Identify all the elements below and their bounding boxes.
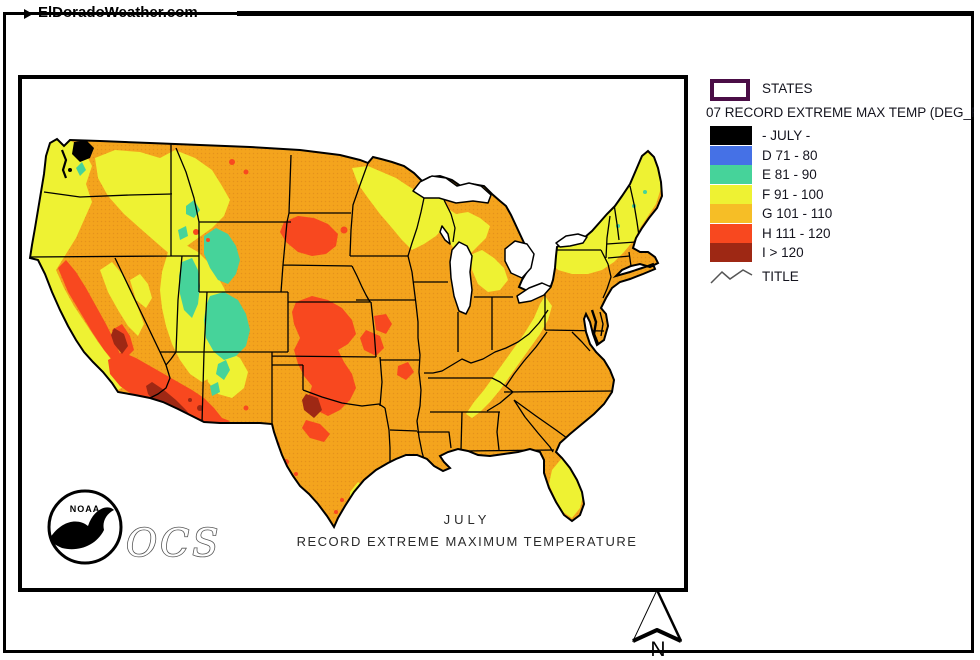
lake-michigan <box>449 241 473 315</box>
legend-swatch <box>710 224 752 243</box>
north-arrow-icon: N <box>631 588 683 658</box>
site-title[interactable]: ElDoradoWeather.com <box>38 4 198 21</box>
regions-yellow-91-100 <box>30 140 661 527</box>
ocs-wordmark: OCS <box>126 521 221 565</box>
map-caption-title: RECORD EXTREME MAXIMUM TEMPERATURE <box>297 534 638 549</box>
legend-item: G 101 - 110 <box>710 204 974 223</box>
chesapeake-bay-marks <box>590 309 604 345</box>
great-lakes <box>412 175 588 315</box>
legend-swatch <box>710 243 752 262</box>
legend-item: H 111 - 120 <box>710 224 974 243</box>
header-arrow-line <box>6 13 24 15</box>
lake-erie <box>516 282 552 304</box>
lake-superior <box>412 175 492 204</box>
legend-swatch <box>710 185 752 204</box>
legend-item: E 81 - 90 <box>710 165 974 184</box>
regions-black-july <box>60 140 94 179</box>
legend-item: - JULY - <box>710 126 974 145</box>
legend-title: 07 RECORD EXTREME MAX TEMP (DEG_F) <box>706 105 974 120</box>
header-rule <box>237 11 974 16</box>
noaa-logo: NOAA <box>47 489 123 565</box>
legend-swatch <box>710 146 752 165</box>
regions-teal-81-90 <box>76 162 647 396</box>
north-label: N <box>650 638 665 658</box>
legend-item: F 91 - 100 <box>710 185 974 204</box>
states-swatch <box>710 79 750 101</box>
noaa-logo-text: NOAA <box>70 504 101 514</box>
us-temperature-map: JULY RECORD EXTREME MAXIMUM TEMPERATURE … <box>29 138 663 566</box>
green-bay <box>439 225 451 245</box>
legend-swatch <box>710 165 752 184</box>
states-label: STATES <box>762 81 813 96</box>
lake-ontario <box>555 233 588 248</box>
legend-item: D 71 - 80 <box>710 146 974 165</box>
legend-item: I > 120 <box>710 243 974 262</box>
title-item-label: TITLE <box>762 269 799 284</box>
legend-swatch <box>710 204 752 223</box>
lake-huron <box>504 240 535 279</box>
state-borders <box>30 142 640 464</box>
map-caption-month: JULY <box>444 512 491 527</box>
title-line-icon <box>710 269 753 284</box>
map-frame: JULY RECORD EXTREME MAXIMUM TEMPERATURE … <box>18 75 688 592</box>
header-arrow-icon <box>24 9 33 19</box>
legend-swatch <box>710 126 752 145</box>
